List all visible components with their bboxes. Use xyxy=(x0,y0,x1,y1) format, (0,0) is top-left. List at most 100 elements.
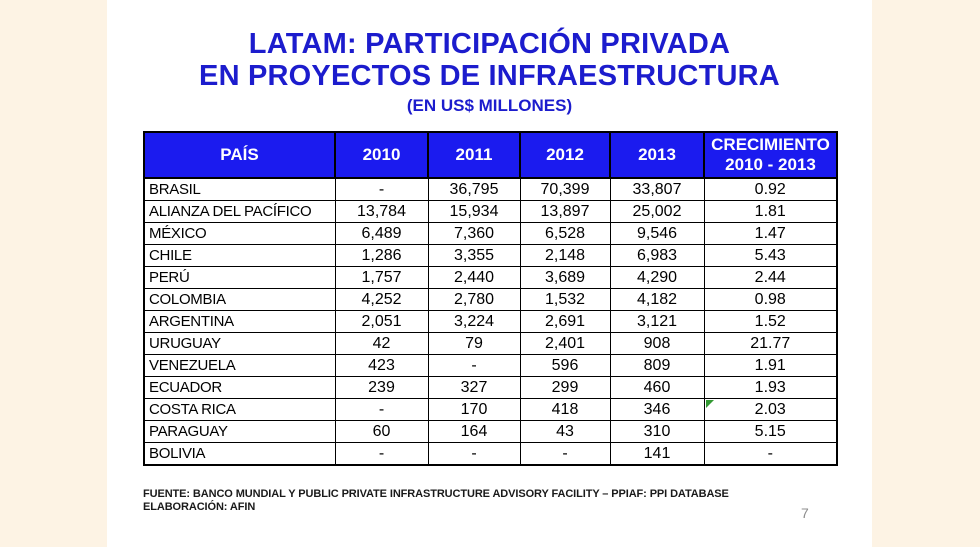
slide-subtitle: (EN US$ MILLONES) xyxy=(406,96,573,115)
value-cell: 13,897 xyxy=(519,200,611,223)
table-row: ARGENTINA 2,051 3,224 2,691 3,121 1.52 xyxy=(143,310,838,333)
page-number: 7 xyxy=(801,505,809,521)
value-cell: 908 xyxy=(609,332,705,355)
value-cell: 3,689 xyxy=(519,266,611,289)
value-cell: 6,983 xyxy=(609,244,705,267)
value-cell: 13,784 xyxy=(334,200,429,223)
value-cell: 310 xyxy=(609,420,705,443)
value-cell: 2,148 xyxy=(519,244,611,267)
value-cell: - xyxy=(427,442,521,466)
value-cell: 5.15 xyxy=(703,420,838,443)
source-line: FUENTE: BANCO MUNDIAL Y PUBLIC PRIVATE I… xyxy=(143,488,729,500)
value-cell: 164 xyxy=(427,420,521,443)
value-cell: 36,795 xyxy=(427,177,521,201)
table-row: BRASIL -36,795 70,399 33,807 0.92 xyxy=(143,177,838,201)
column-header: 2010 xyxy=(334,131,429,179)
value-cell: 2.03 xyxy=(703,398,838,421)
value-cell: 1,286 xyxy=(334,244,429,267)
column-header: 2011 xyxy=(427,131,521,179)
table-row: ALIANZA DEL PACÍFICO 13,784 15,934 13,897 25… xyxy=(143,200,838,223)
column-header: CRECIMIENTO 2010 - 2013 xyxy=(703,131,838,179)
value-cell: 3,224 xyxy=(427,310,521,333)
value-cell: 809 xyxy=(609,354,705,377)
value-cell: 1.81 xyxy=(703,200,838,223)
value-cell: 79 xyxy=(427,332,521,355)
value-cell: 0.92 xyxy=(703,177,838,201)
value-cell: 6,489 xyxy=(334,222,429,245)
country-cell: URUGUAY xyxy=(143,332,336,355)
value-cell: 70,399 xyxy=(519,177,611,201)
table-row: MÉXICO 6,489 7,360 6,528 9,546 1.47 xyxy=(143,222,838,245)
table-row: ECUADOR 239 327 299 460 1.93 xyxy=(143,376,838,399)
data-table: PAÍS 2010 2011 2012 2013 CRECIMIENTO 2010 - 2… xyxy=(143,131,838,466)
value-cell: 4,290 xyxy=(609,266,705,289)
value-cell: - xyxy=(703,442,838,466)
value-cell: 2.44 xyxy=(703,266,838,289)
value-cell: 170 xyxy=(427,398,521,421)
value-cell: 2,051 xyxy=(334,310,429,333)
header-row: PAÍS 2010 2011 2012 2013 CRECIMIENTO 2010 - 2… xyxy=(143,131,838,179)
elaboration-line: ELABORACIÓN: AFIN xyxy=(143,501,256,513)
value-cell: 9,546 xyxy=(609,222,705,245)
table-row: PERÚ 1,757 2,440 3,689 4,290 2.44 xyxy=(143,266,838,289)
value-cell: 25,002 xyxy=(609,200,705,223)
value-cell: 1.93 xyxy=(703,376,838,399)
table-row: PARAGUAY 60 164 43 310 5.15 xyxy=(143,420,838,443)
value-cell: - xyxy=(334,398,429,421)
column-header: 2013 xyxy=(609,131,705,179)
value-cell: 4,252 xyxy=(334,288,429,311)
value-cell: 2,440 xyxy=(427,266,521,289)
value-cell: 6,528 xyxy=(519,222,611,245)
table-row: URUGUAY 42 79 2,401 908 21.77 xyxy=(143,332,838,355)
country-cell: PARAGUAY xyxy=(143,420,336,443)
value-cell: 327 xyxy=(427,376,521,399)
slide-title-line1: LATAM: PARTICIPACIÓN PRIVADA xyxy=(248,28,731,60)
slide: LATAM: PARTICIPACIÓN PRIVADA EN PROYECTO… xyxy=(107,0,872,547)
value-cell: 423 xyxy=(334,354,429,377)
value-cell: 43 xyxy=(519,420,611,443)
table-body: BRASIL -36,795 70,399 33,807 0.92 ALIANZA DEL… xyxy=(143,177,838,466)
country-cell: PERÚ xyxy=(143,266,336,289)
table-row: CHILE 1,286 3,355 2,148 6,983 5.43 xyxy=(143,244,838,267)
value-cell: 239 xyxy=(334,376,429,399)
value-cell: 2,401 xyxy=(519,332,611,355)
country-cell: MÉXICO xyxy=(143,222,336,245)
value-cell: 5.43 xyxy=(703,244,838,267)
cell-flag-triangle-icon xyxy=(705,400,714,408)
column-header: 2012 xyxy=(519,131,611,179)
value-cell: - xyxy=(519,442,611,466)
column-header: PAÍS xyxy=(143,131,336,179)
value-cell: 60 xyxy=(334,420,429,443)
value-cell: - xyxy=(334,177,429,201)
country-cell: BOLIVIA xyxy=(143,442,336,466)
value-cell: 15,934 xyxy=(427,200,521,223)
value-cell: 2,780 xyxy=(427,288,521,311)
country-cell: CHILE xyxy=(143,244,336,267)
title-block: LATAM: PARTICIPACIÓN PRIVADA EN PROYECTO… xyxy=(107,28,872,116)
value-cell: 1.52 xyxy=(703,310,838,333)
country-cell: ALIANZA DEL PACÍFICO xyxy=(143,200,336,223)
value-cell: 0.98 xyxy=(703,288,838,311)
value-cell: - xyxy=(334,442,429,466)
country-cell: BRASIL xyxy=(143,177,336,201)
value-cell: 33,807 xyxy=(609,177,705,201)
country-cell: ARGENTINA xyxy=(143,310,336,333)
country-cell: COSTA RICA xyxy=(143,398,336,421)
value-cell: 418 xyxy=(519,398,611,421)
value-cell: 3,121 xyxy=(609,310,705,333)
table-row: BOLIVIA - - -141- xyxy=(143,442,838,466)
value-cell: 4,182 xyxy=(609,288,705,311)
value-cell: 3,355 xyxy=(427,244,521,267)
value-cell: 1.47 xyxy=(703,222,838,245)
value-cell: 2,691 xyxy=(519,310,611,333)
table-header: PAÍS 2010 2011 2012 2013 CRECIMIENTO 2010 - 2… xyxy=(143,131,838,179)
value-cell: 1,532 xyxy=(519,288,611,311)
value-cell: 596 xyxy=(519,354,611,377)
country-cell: VENEZUELA xyxy=(143,354,336,377)
country-cell: ECUADOR xyxy=(143,376,336,399)
value-cell: 1.91 xyxy=(703,354,838,377)
value-cell: 141 xyxy=(609,442,705,466)
value-cell: 299 xyxy=(519,376,611,399)
slide-title-line2: EN PROYECTOS DE INFRAESTRUCTURA xyxy=(199,60,780,92)
table-row: COSTA RICA -170 418 346 2.03 xyxy=(143,398,838,421)
